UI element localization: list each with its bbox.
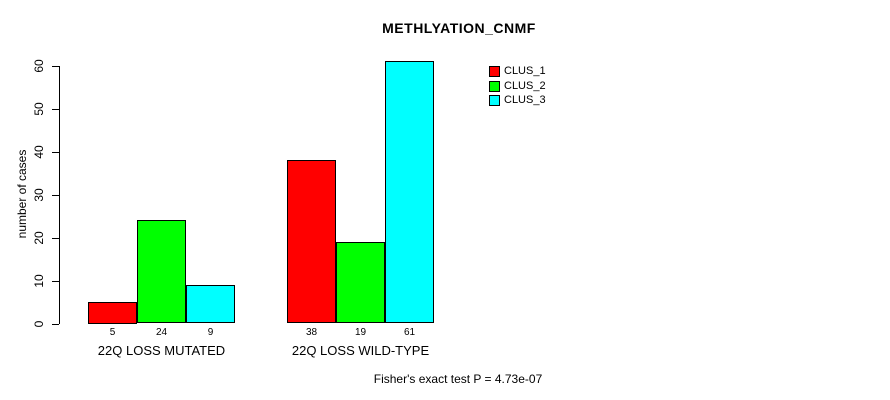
x-axis-category-label: 22Q LOSS MUTATED — [97, 343, 226, 358]
y-axis-tick-label: 50 — [32, 101, 46, 116]
y-axis-tick-label: 0 — [32, 320, 46, 327]
bar-clus_1 — [287, 160, 336, 324]
legend-label: CLUS_3 — [504, 94, 546, 106]
y-axis-tick-label: 30 — [32, 187, 46, 202]
chart-title: METHLYATION_CNMF — [382, 20, 536, 36]
legend-swatch-clus_3 — [489, 95, 500, 106]
footer-annotation: Fisher's exact test P = 4.73e-07 — [373, 372, 543, 386]
bar-value-label: 61 — [403, 327, 416, 338]
x-axis-category-label: 22Q LOSS WILD-TYPE — [291, 343, 430, 358]
y-axis-tick — [52, 65, 59, 67]
bar-value-label: 38 — [305, 327, 318, 338]
bar-value-label: 9 — [207, 327, 214, 338]
y-axis-tick — [52, 323, 59, 325]
bar-clus_3 — [186, 284, 235, 324]
bar-value-label: 24 — [155, 327, 168, 338]
legend-label: CLUS_2 — [504, 79, 546, 92]
bar-clus_3 — [385, 61, 434, 324]
y-axis-line — [59, 65, 60, 324]
bar-clus_2 — [137, 220, 186, 324]
bar-value-label: 19 — [354, 327, 367, 338]
y-axis-tick — [52, 280, 59, 282]
legend-swatch-clus_1 — [489, 66, 500, 77]
y-axis-tick — [52, 108, 59, 110]
y-axis-tick-label: 60 — [32, 58, 46, 73]
y-axis-tick-label: 40 — [32, 144, 46, 159]
y-axis-tick — [52, 151, 59, 153]
y-axis-tick-label: 10 — [32, 273, 46, 288]
y-axis-tick-label: 20 — [32, 230, 46, 245]
legend-swatch-clus_2 — [489, 80, 500, 92]
y-axis-tick — [52, 194, 59, 196]
bar-value-label: 5 — [109, 327, 116, 338]
legend-label: CLUS_1 — [504, 65, 546, 77]
bar-clus_1 — [88, 302, 137, 324]
y-axis-tick — [52, 237, 59, 239]
y-axis-label: number of cases — [15, 149, 29, 239]
bar-clus_2 — [336, 241, 385, 324]
